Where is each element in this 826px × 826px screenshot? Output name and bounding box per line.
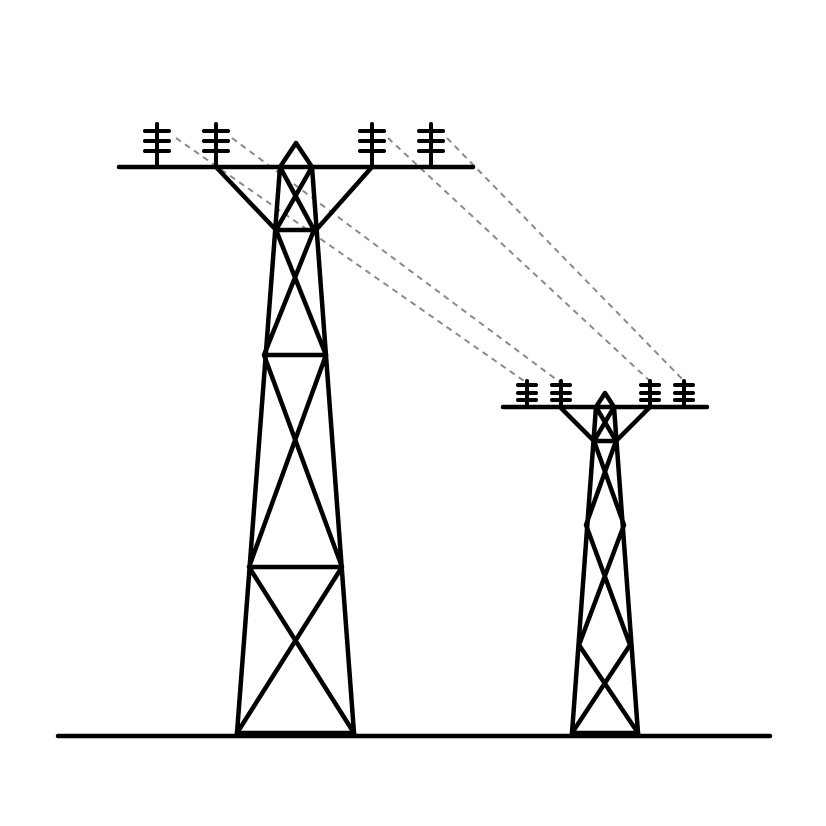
insulator (639, 379, 661, 409)
tower-peak (277, 140, 315, 170)
tower-arm-brace (213, 164, 279, 233)
tower-peak (593, 390, 617, 410)
insulator (550, 379, 572, 409)
insulator (516, 379, 538, 409)
tower-leg (569, 404, 599, 736)
tower-lattice (576, 404, 641, 736)
tower-arm-brace (313, 164, 375, 233)
insulator (417, 122, 445, 169)
power-cable (387, 137, 653, 384)
tower-arm-brace (613, 404, 653, 444)
power-cable (446, 137, 687, 384)
tower-leg (611, 404, 641, 736)
power-cable (175, 137, 528, 384)
power-cables (175, 137, 687, 384)
large-transmission-tower (116, 122, 476, 736)
tower-arm-brace (557, 404, 597, 444)
tower-lattice (569, 404, 633, 736)
insulator (358, 122, 386, 169)
small-transmission-tower (500, 379, 710, 736)
insulator (673, 379, 695, 409)
insulator (202, 122, 230, 169)
tower-leg (234, 164, 283, 736)
insulator (143, 122, 171, 169)
tower-leg (309, 164, 357, 736)
